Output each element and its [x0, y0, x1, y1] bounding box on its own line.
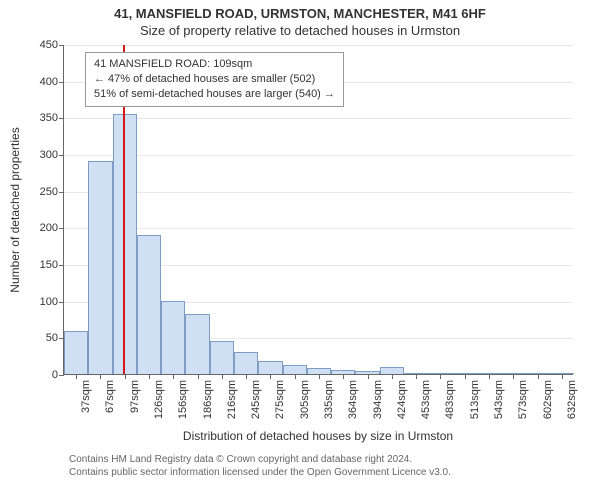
- gridline: [64, 45, 573, 46]
- gridline: [64, 118, 573, 119]
- xtick-mark: [343, 374, 344, 379]
- chart-title-line1: 41, MANSFIELD ROAD, URMSTON, MANCHESTER,…: [0, 0, 600, 21]
- xtick-mark: [392, 374, 393, 379]
- xtick-label: 37sqm: [80, 374, 92, 413]
- ytick-label: 450: [40, 39, 64, 51]
- xtick-mark: [319, 374, 320, 379]
- xtick-label: 216sqm: [226, 374, 238, 419]
- ytick-label: 400: [40, 76, 64, 88]
- xtick-label: 156sqm: [177, 374, 189, 419]
- footer-line: Contains public sector information licen…: [69, 466, 451, 479]
- xtick-mark: [270, 374, 271, 379]
- annotation-box: 41 MANSFIELD ROAD: 109sqm ← 47% of detac…: [85, 52, 344, 107]
- annotation-line: ← 47% of detached houses are smaller (50…: [94, 72, 335, 87]
- y-axis-label: Number of detached properties: [8, 127, 22, 292]
- ytick-label: 350: [40, 112, 64, 124]
- xtick-mark: [125, 374, 126, 379]
- xtick-label: 453sqm: [420, 374, 432, 419]
- footer-attribution: Contains HM Land Registry data © Crown c…: [69, 453, 451, 479]
- xtick-mark: [440, 374, 441, 379]
- ytick-label: 300: [40, 149, 64, 161]
- xtick-label: 126sqm: [153, 374, 165, 419]
- xtick-mark: [538, 374, 539, 379]
- xtick-label: 424sqm: [396, 374, 408, 419]
- xtick-label: 97sqm: [129, 374, 141, 413]
- chart-title-line2: Size of property relative to detached ho…: [0, 21, 600, 38]
- xtick-label: 513sqm: [469, 374, 481, 419]
- xtick-label: 364sqm: [347, 374, 359, 419]
- xtick-mark: [295, 374, 296, 379]
- xtick-label: 483sqm: [444, 374, 456, 419]
- gridline: [64, 155, 573, 156]
- xtick-label: 573sqm: [517, 374, 529, 419]
- histogram-bar: [283, 365, 307, 374]
- xtick-label: 632sqm: [566, 374, 578, 419]
- histogram-bar: [137, 235, 161, 374]
- histogram-bar: [234, 352, 258, 374]
- histogram-bar: [88, 161, 112, 374]
- xtick-mark: [246, 374, 247, 379]
- histogram-bar: [161, 301, 185, 374]
- footer-line: Contains HM Land Registry data © Crown c…: [69, 453, 451, 466]
- ytick-label: 100: [40, 296, 64, 308]
- xtick-label: 602sqm: [542, 374, 554, 419]
- xtick-mark: [149, 374, 150, 379]
- xtick-mark: [222, 374, 223, 379]
- ytick-label: 50: [46, 332, 64, 344]
- xtick-mark: [100, 374, 101, 379]
- xtick-label: 335sqm: [323, 374, 335, 419]
- xtick-mark: [513, 374, 514, 379]
- chart-container: 41, MANSFIELD ROAD, URMSTON, MANCHESTER,…: [0, 0, 600, 500]
- xtick-label: 275sqm: [274, 374, 286, 419]
- xtick-mark: [173, 374, 174, 379]
- x-axis-label: Distribution of detached houses by size …: [183, 429, 453, 443]
- xtick-label: 543sqm: [493, 374, 505, 419]
- xtick-mark: [489, 374, 490, 379]
- histogram-bar: [258, 361, 282, 374]
- gridline: [64, 228, 573, 229]
- xtick-label: 305sqm: [299, 374, 311, 419]
- ytick-label: 150: [40, 259, 64, 271]
- xtick-label: 394sqm: [372, 374, 384, 419]
- xtick-mark: [368, 374, 369, 379]
- xtick-mark: [198, 374, 199, 379]
- ytick-label: 0: [52, 369, 64, 381]
- xtick-label: 186sqm: [202, 374, 214, 419]
- histogram-bar: [64, 331, 88, 374]
- annotation-line: 51% of semi-detached houses are larger (…: [94, 87, 335, 102]
- gridline: [64, 192, 573, 193]
- xtick-mark: [562, 374, 563, 379]
- ytick-label: 250: [40, 186, 64, 198]
- xtick-mark: [416, 374, 417, 379]
- ytick-label: 200: [40, 222, 64, 234]
- histogram-bar: [210, 341, 234, 374]
- xtick-mark: [76, 374, 77, 379]
- xtick-mark: [465, 374, 466, 379]
- histogram-bar: [380, 367, 404, 374]
- xtick-label: 245sqm: [250, 374, 262, 419]
- annotation-line: 41 MANSFIELD ROAD: 109sqm: [94, 57, 335, 72]
- xtick-label: 67sqm: [104, 374, 116, 413]
- histogram-bar: [185, 314, 209, 374]
